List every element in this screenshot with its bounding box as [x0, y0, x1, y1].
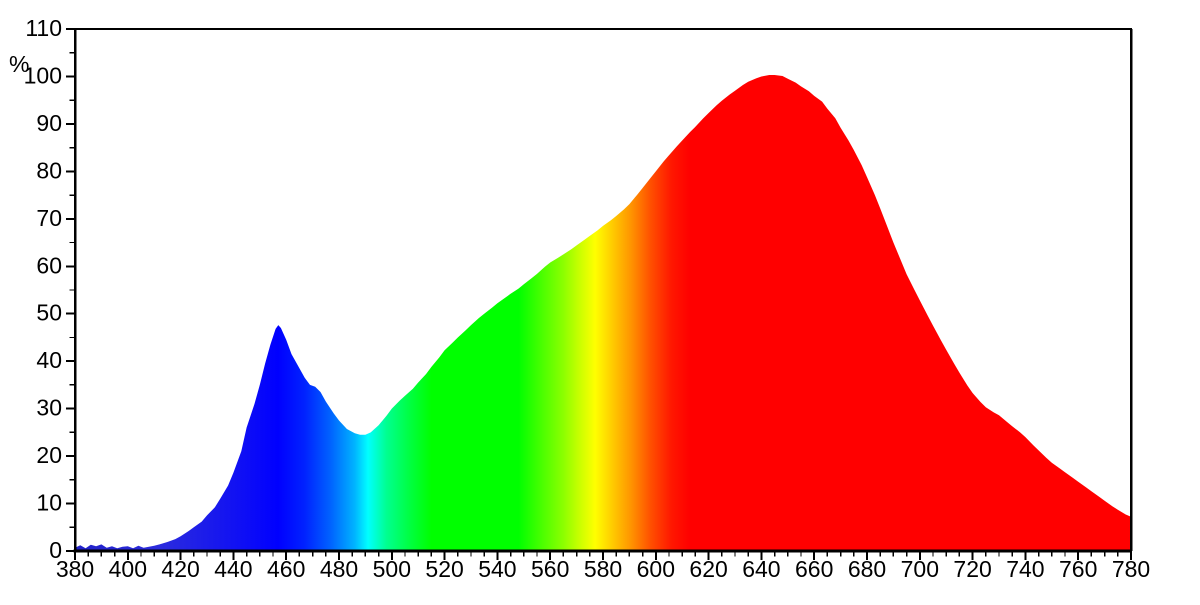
x-tick-label: 720 [953, 556, 991, 582]
x-tick-label: 440 [214, 556, 252, 582]
y-tick-label: 10 [36, 490, 62, 516]
x-tick-label: 600 [637, 556, 675, 582]
y-tick-label: 0 [49, 537, 62, 563]
x-tick-label: 780 [1112, 556, 1150, 582]
x-tick-label: 580 [584, 556, 622, 582]
x-tick-label: 620 [689, 556, 727, 582]
y-axis-tick-labels: 0 10 20 30 40 50 60 70 80 90 100 110 [24, 15, 62, 563]
y-tick-label: 30 [36, 395, 62, 421]
x-tick-label: 380 [56, 556, 94, 582]
spectrum-area-series [75, 75, 1131, 551]
x-tick-label: 660 [795, 556, 833, 582]
y-axis-unit-label: % [9, 51, 29, 77]
axis-ticks [66, 28, 1132, 560]
y-tick-label: 20 [36, 442, 62, 468]
x-tick-label: 520 [425, 556, 463, 582]
y-tick-label: 80 [36, 157, 62, 183]
y-tick-label: 50 [36, 300, 62, 326]
x-axis-tick-labels: 380 400 420 440 460 480 500 520 540 560 580 600 620 6… [56, 556, 1150, 582]
x-tick-label: 640 [742, 556, 780, 582]
x-tick-label: 680 [848, 556, 886, 582]
x-tick-label: 420 [161, 556, 199, 582]
y-tick-label: 40 [36, 347, 62, 373]
x-tick-label: 740 [1006, 556, 1044, 582]
x-tick-label: 480 [320, 556, 358, 582]
y-tick-label: 110 [25, 15, 62, 41]
x-tick-label: 400 [109, 556, 147, 582]
y-tick-label: 90 [36, 110, 62, 136]
x-tick-label: 460 [267, 556, 305, 582]
x-tick-label: 500 [373, 556, 411, 582]
y-tick-label: 70 [36, 205, 62, 231]
y-tick-label: 100 [24, 63, 62, 89]
x-tick-label: 540 [478, 556, 516, 582]
x-tick-label: 760 [1059, 556, 1097, 582]
y-tick-label: 60 [36, 252, 62, 278]
x-tick-label: 700 [901, 556, 939, 582]
x-tick-label: 560 [531, 556, 569, 582]
